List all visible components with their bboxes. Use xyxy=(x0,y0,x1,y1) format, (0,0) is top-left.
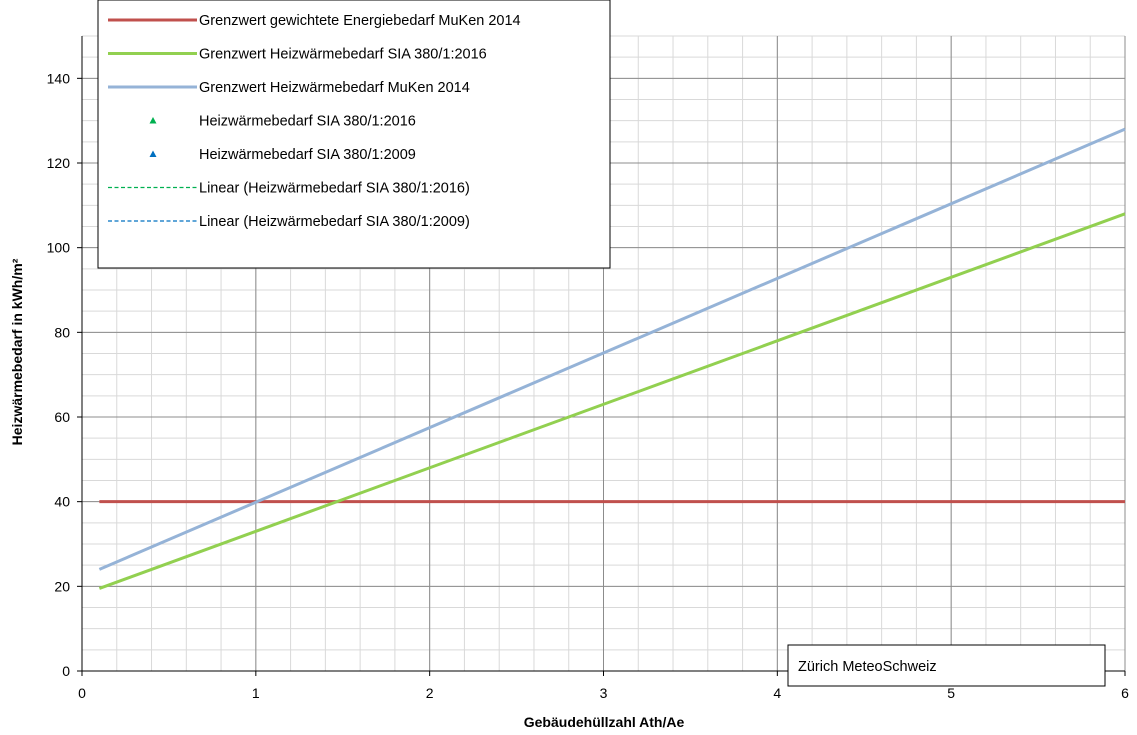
y-tick-label: 80 xyxy=(54,324,70,340)
x-axis-title: Gebäudehüllzahl Ath/Ae xyxy=(524,714,685,730)
y-axis-title: Heizwärmebedarf in kWh/m² xyxy=(9,258,25,445)
x-tick-label: 5 xyxy=(947,685,955,701)
legend-label-3: Heizwärmebedarf SIA 380/1:2016 xyxy=(199,114,416,130)
legend-label-6: Linear (Heizwärmebedarf SIA 380/1:2009) xyxy=(199,214,470,230)
legend-box xyxy=(97,0,611,269)
legend-label-4: Heizwärmebedarf SIA 380/1:2009 xyxy=(199,147,416,163)
legend-label-5: Linear (Heizwärmebedarf SIA 380/1:2016) xyxy=(199,181,470,197)
x-tick-label: 3 xyxy=(600,685,608,701)
x-tick-labels: 0 1 2 3 4 5 6 xyxy=(78,685,1129,701)
y-tick-label: 20 xyxy=(54,578,70,594)
legend: Grenzwert gewichtete Energiebedarf MuKen… xyxy=(97,0,611,269)
annotation-text: Zürich MeteoSchweiz xyxy=(798,659,937,675)
annotation-frame xyxy=(787,644,1106,687)
y-tick-label: 0 xyxy=(62,663,70,679)
x-tick-label: 2 xyxy=(426,685,434,701)
series-lines xyxy=(98,127,1126,590)
y-tick-label: 120 xyxy=(47,155,71,171)
x-tick-label: 0 xyxy=(78,685,86,701)
x-tick-label: 1 xyxy=(252,685,260,701)
y-tick-label: 140 xyxy=(47,70,71,86)
annotation-box: Zürich MeteoSchweiz xyxy=(787,644,1106,687)
y-tick-label: 40 xyxy=(54,494,70,510)
y-tick-label: 100 xyxy=(47,240,71,256)
legend-label-2: Grenzwert Heizwärmebedarf MuKen 2014 xyxy=(199,80,470,96)
legend-swatch-3 xyxy=(149,117,157,124)
legend-swatch-4 xyxy=(149,150,157,157)
y-tick-label: 60 xyxy=(54,409,70,425)
legend-label-0: Grenzwert gewichtete Energiebedarf MuKen… xyxy=(199,13,521,29)
y-tick-labels: 0 20 40 60 80 100 120 140 xyxy=(47,70,71,679)
series-line-2 xyxy=(98,127,1126,571)
legend-label-1: Grenzwert Heizwärmebedarf SIA 380/1:2016 xyxy=(199,47,487,63)
x-tick-label: 6 xyxy=(1121,685,1129,701)
series-line-1 xyxy=(98,212,1126,590)
x-tick-label: 4 xyxy=(773,685,781,701)
